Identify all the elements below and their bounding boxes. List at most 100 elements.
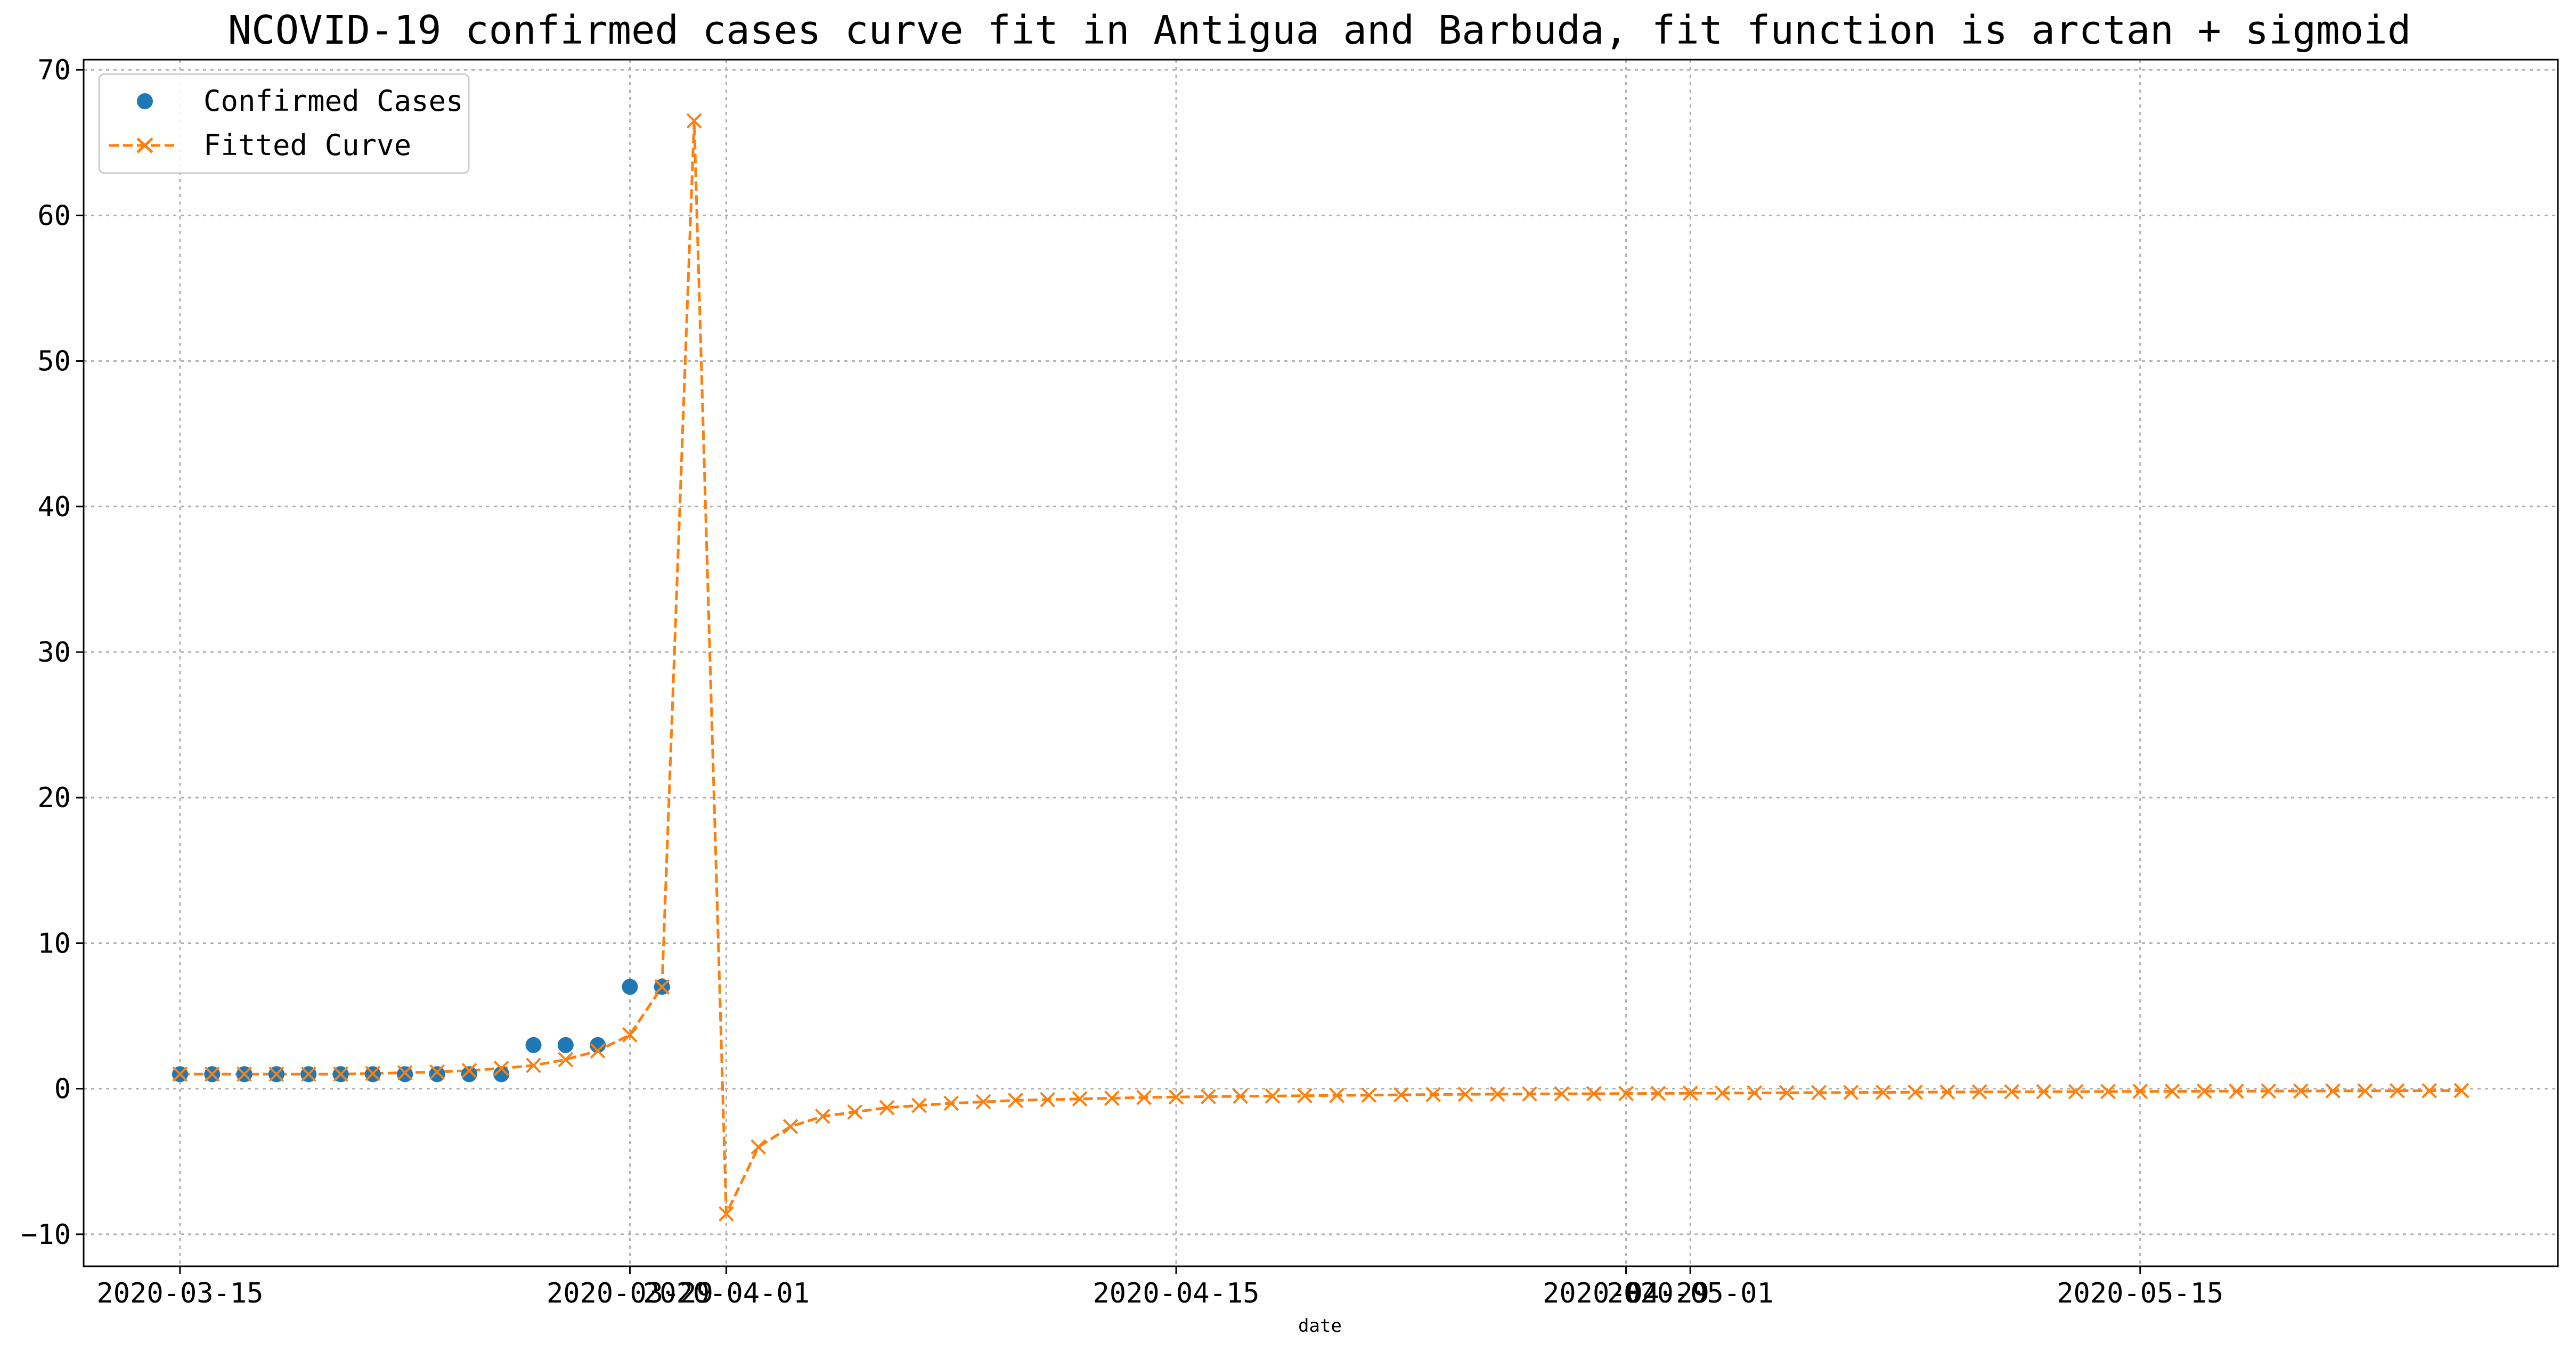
fitted-curve-marker <box>1233 1088 1249 1104</box>
fitted-curve-marker <box>1650 1085 1666 1101</box>
y-tick-label: 50 <box>37 346 71 378</box>
confirmed-case-point <box>557 1037 574 1053</box>
x-tick-label: 2020-05-01 <box>1607 1277 1774 1309</box>
fitted-curve-marker <box>654 979 670 995</box>
confirmed-case-point <box>590 1037 606 1053</box>
fitted-curve-marker <box>1104 1090 1120 1106</box>
fitted-curve-marker <box>975 1094 991 1110</box>
fitted-curve-marker <box>1265 1088 1281 1104</box>
fitted-curve-marker <box>2293 1083 2309 1099</box>
fitted-curve-marker <box>493 1061 509 1076</box>
y-tick-label: 70 <box>37 54 71 86</box>
fitted-curve-marker <box>1875 1085 1891 1100</box>
legend-marker-confirmed <box>137 93 153 109</box>
legend-label-fitted: Fitted Curve <box>203 128 411 162</box>
fitted-curve-marker <box>751 1139 767 1155</box>
x-tick-label: 2020-05-15 <box>2057 1277 2223 1309</box>
fitted-curve-marker <box>1425 1087 1441 1103</box>
fitted-curve-marker <box>1457 1086 1473 1102</box>
fitted-curve-marker <box>686 113 702 129</box>
fitted-curve-marker <box>1200 1089 1216 1104</box>
y-tick-label: 60 <box>37 200 71 232</box>
fitted-curve-marker <box>1554 1086 1570 1102</box>
fitted-curve-marker <box>1939 1084 1955 1100</box>
fitted-curve-marker <box>2004 1084 2019 1100</box>
fitted-curve-marker <box>1489 1086 1505 1102</box>
fitted-curve-marker <box>300 1066 316 1082</box>
fitted-curve-marker <box>1779 1085 1795 1101</box>
y-tick-label: 20 <box>37 782 71 814</box>
fitted-curve-marker <box>943 1095 959 1111</box>
chart-title: NCOVID-19 confirmed cases curve fit in A… <box>228 7 2411 53</box>
confirmed-case-point <box>461 1066 477 1083</box>
grid-layer <box>84 60 2558 1266</box>
fitted-curve-marker <box>1361 1087 1377 1103</box>
x-tick-label: 2020-03-29 <box>547 1277 713 1309</box>
fitted-curve-marker <box>2036 1084 2052 1100</box>
plot-frame <box>83 59 2559 1267</box>
fitted-curve-marker <box>333 1066 349 1082</box>
confirmed-case-point <box>429 1066 445 1083</box>
fitted-curve-marker <box>1682 1085 1698 1101</box>
x-axis-label: date <box>1298 1315 1342 1337</box>
fitted-curve-marker <box>1586 1086 1602 1102</box>
fitted-curve-marker <box>590 1043 606 1059</box>
fitted-curve-marker <box>1136 1089 1152 1105</box>
fitted-curve-marker <box>2164 1084 2180 1100</box>
fitted-curve-marker <box>1747 1085 1763 1101</box>
y-tick-label: 40 <box>37 491 71 523</box>
fitted-curve-marker <box>558 1052 574 1068</box>
fitted-curve-marker <box>2453 1083 2469 1098</box>
fitted-curve-marker <box>2389 1083 2405 1098</box>
fitted-curve-marker <box>1393 1087 1409 1103</box>
legend-label-confirmed: Confirmed Cases <box>203 84 463 118</box>
confirmed-case-point <box>622 979 638 995</box>
fitted-curve-marker <box>365 1065 381 1081</box>
fitted-curve-marker <box>2325 1083 2341 1099</box>
confirmed-case-point <box>525 1037 542 1053</box>
fitted-curve-marker <box>2357 1083 2373 1099</box>
fitted-curve-marker <box>911 1097 927 1113</box>
fitted-curve-marker <box>1843 1085 1859 1101</box>
x-tick-label: 2020-03-15 <box>96 1277 263 1309</box>
y-tick-label: 10 <box>37 927 71 959</box>
x-tick-label: 2020-04-29 <box>1543 1277 1709 1309</box>
fitted-curve-marker <box>719 1206 734 1222</box>
x-tick-label: 2020-04-15 <box>1093 1277 1260 1309</box>
y-tick-label: 30 <box>37 637 71 669</box>
fitted-curve-marker <box>879 1100 895 1116</box>
series-layer <box>172 113 2469 1222</box>
y-tick-label: 0 <box>54 1073 71 1105</box>
fitted-curve-marker <box>1297 1088 1313 1104</box>
fitted-curve-marker <box>397 1065 413 1081</box>
fitted-curve-marker <box>2261 1083 2277 1099</box>
fitted-curve-marker <box>1040 1092 1056 1108</box>
fitted-curve-marker <box>2197 1083 2212 1099</box>
fitted-curve-marker <box>1522 1086 1538 1102</box>
fitted-curve-marker <box>1618 1086 1634 1102</box>
fitted-curve-marker <box>429 1064 445 1080</box>
fitted-curve-line <box>180 119 2462 1216</box>
fitted-curve-marker <box>2422 1083 2438 1098</box>
fitted-curve-marker <box>2132 1084 2148 1100</box>
fitted-curve-marker <box>815 1109 830 1124</box>
fitted-curve-marker <box>622 1027 638 1043</box>
fitted-curve-marker <box>1811 1085 1827 1101</box>
confirmed-case-point <box>493 1066 510 1083</box>
fitted-curve-marker <box>2229 1083 2245 1099</box>
y-tick-label: −10 <box>21 1219 71 1251</box>
legend-box <box>98 73 470 174</box>
legend-marker-fitted <box>136 137 153 153</box>
fitted-curve-marker <box>782 1119 798 1135</box>
fitted-curve-marker <box>1907 1084 1923 1100</box>
fitted-curve-marker <box>204 1066 220 1082</box>
fitted-curve-marker <box>526 1057 541 1073</box>
fitted-curve-marker <box>1971 1084 1987 1100</box>
fitted-curve-marker <box>847 1104 863 1120</box>
fitted-curve-marker <box>2068 1084 2084 1100</box>
fitted-curve-marker <box>237 1066 252 1082</box>
legend: Confirmed Cases Fitted Curve <box>98 73 470 174</box>
x-tick-label: 2020-04-01 <box>643 1277 810 1309</box>
